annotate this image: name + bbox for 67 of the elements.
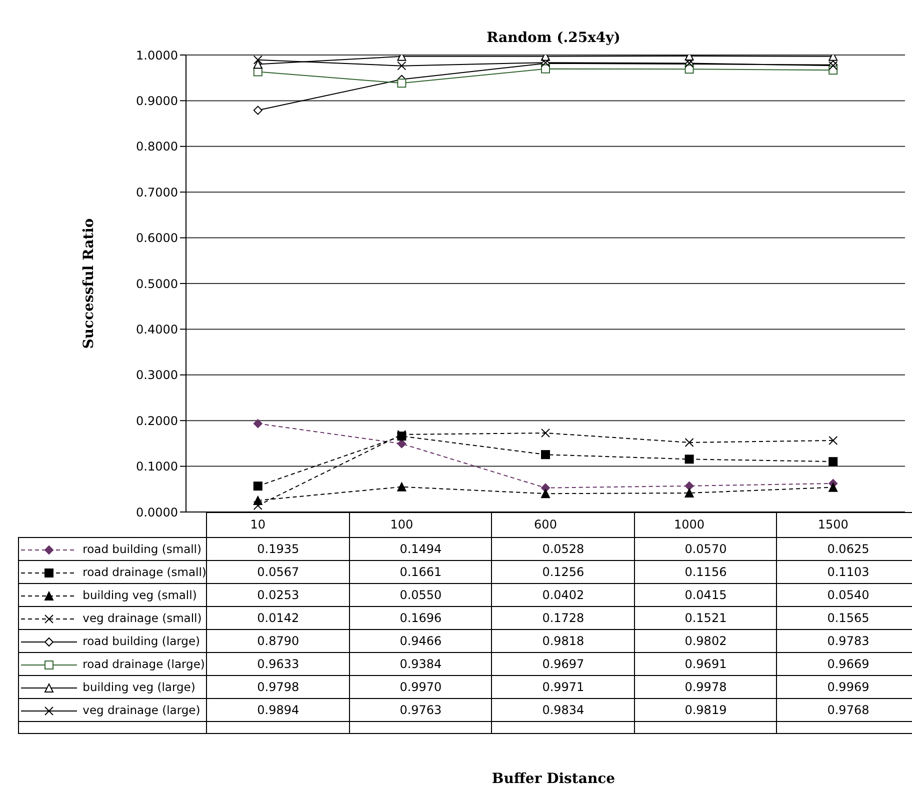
data-label: 0.9633	[206, 652, 350, 676]
y-tick-label: 0.1000	[136, 460, 178, 474]
x-tick-label: 100	[390, 518, 414, 532]
data-label: 0.1661	[349, 560, 492, 584]
data-label: 0.9384	[349, 652, 492, 676]
data-label: 0.9669	[776, 652, 912, 676]
y-tick-label: 0.7000	[136, 185, 178, 200]
data-label: 0.0625	[776, 538, 912, 560]
legend-label: road drainage (small)	[18, 560, 207, 584]
data-label: 0.9894	[206, 698, 350, 722]
data-label: 0.9466	[349, 630, 492, 652]
data-label: 0.0550	[349, 584, 492, 606]
data-label: 0.9834	[492, 698, 634, 722]
y-tick-label: 0.0000	[136, 505, 178, 520]
x-tick-label: 600	[534, 518, 557, 532]
text: Buffer Distance	[490, 771, 616, 787]
data-label: 0.1256	[492, 560, 634, 584]
legend-label: road drainage (large)	[18, 652, 207, 676]
y-tick-label: 0.9000	[136, 94, 178, 108]
legend-label: veg drainage (large)	[18, 698, 207, 722]
x-tick-label: 10	[250, 518, 266, 532]
data-label: 0.0402	[492, 584, 634, 606]
data-label: 0.9970	[349, 676, 492, 698]
legend-label: veg drainage (small)	[18, 606, 207, 630]
data-label: 0.1935	[206, 538, 350, 560]
data-label: 0.9768	[776, 698, 912, 722]
y-tick-label: 0.5000	[136, 276, 178, 291]
legend-label: road building (large)	[18, 630, 207, 652]
data-label: 0.0567	[206, 560, 350, 584]
data-label: 0.1494	[349, 538, 492, 560]
data-label: 0.0540	[776, 584, 912, 606]
y-tick-label: 1.0000	[136, 48, 178, 62]
x-tick-label: 1500	[818, 518, 848, 532]
data-label: 0.0253	[206, 584, 350, 606]
y-tick-label: 0.3000	[136, 368, 178, 382]
chart-title: Random (.25x4y)	[486, 30, 622, 46]
data-label: 0.9697	[492, 652, 634, 676]
legend-label: building veg (small)	[18, 584, 207, 606]
data-label: 0.9969	[776, 676, 912, 698]
data-label: 0.0142	[206, 606, 350, 630]
data-label: 0.9798	[206, 676, 350, 698]
data-label: 0.1103	[776, 560, 912, 584]
data-label: 0.8790	[206, 630, 350, 652]
legend-label: road building (small)	[18, 538, 207, 560]
data-label: 0.9971	[492, 676, 634, 698]
data-label: 0.0415	[634, 584, 777, 606]
data-label: 0.9691	[634, 652, 777, 676]
y-tick-label: 0.6000	[136, 231, 178, 246]
data-label: 0.1696	[349, 606, 492, 630]
data-label: 0.9763	[349, 698, 492, 722]
data-label: 0.9819	[634, 698, 777, 722]
data-label: 0.9978	[634, 676, 777, 698]
y-tick-label: 0.8000	[136, 140, 178, 154]
data-label: 0.0528	[492, 538, 634, 560]
data-label: 0.1156	[634, 560, 777, 584]
x-tick-label: 1000	[674, 518, 705, 532]
y-axis-title: Successful Ratio	[80, 218, 97, 349]
data-label: 0.1728	[492, 606, 634, 630]
data-label: 0.9818	[492, 630, 634, 652]
data-label: 0.1521	[634, 606, 777, 630]
data-label: 0.9783	[776, 630, 912, 652]
y-tick-label: 0.4000	[136, 322, 178, 336]
legend-label: building veg (large)	[18, 676, 207, 698]
y-tick-label: 0.2000	[136, 414, 178, 428]
data-label: 0.9802	[634, 630, 777, 652]
data-label: 0.1565	[776, 606, 912, 630]
data-label: 0.0570	[634, 538, 777, 560]
